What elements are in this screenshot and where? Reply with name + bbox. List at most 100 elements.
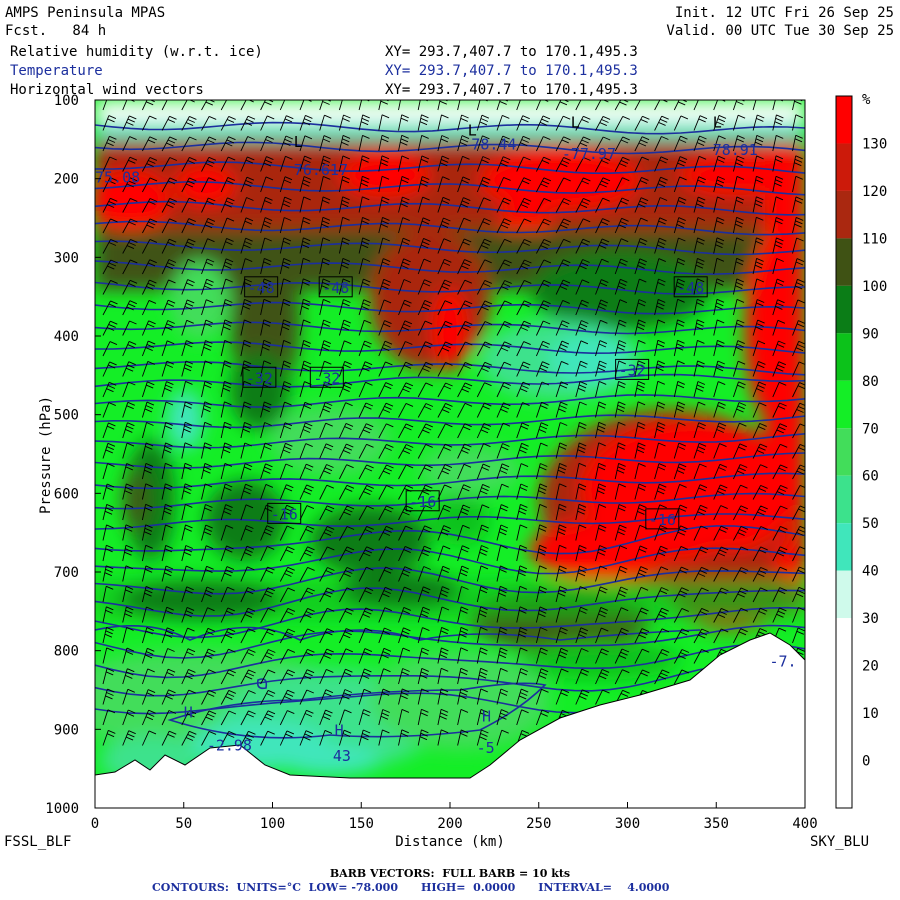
wind-barb xyxy=(437,565,450,582)
wind-barb xyxy=(516,100,521,111)
wind-barb xyxy=(279,525,295,541)
wind-barb xyxy=(713,237,725,254)
wind-barb xyxy=(319,135,332,152)
wind-barb xyxy=(220,669,236,685)
isotherm xyxy=(95,301,805,315)
wind-barb xyxy=(181,648,196,664)
wind-barb xyxy=(555,709,570,726)
wind-barb xyxy=(161,320,175,336)
wind-barb xyxy=(673,237,686,254)
wind-barb xyxy=(279,339,291,357)
wind-barb xyxy=(595,177,611,193)
wind-barb xyxy=(595,238,610,254)
wind-barb xyxy=(476,382,492,398)
wind-barb xyxy=(496,626,508,644)
high-marker: H xyxy=(482,707,491,725)
wind-barb xyxy=(496,341,512,357)
wind-barb xyxy=(555,381,569,398)
wind-barb xyxy=(555,156,571,172)
wind-barb xyxy=(102,218,118,234)
wind-barb xyxy=(299,422,313,439)
wind-barb xyxy=(732,484,748,500)
wind-barb xyxy=(457,155,470,172)
wind-barb xyxy=(792,237,804,254)
wind-barb xyxy=(733,587,749,603)
isotherm xyxy=(95,281,805,295)
wind-barb xyxy=(102,688,115,705)
wind-barb xyxy=(378,100,389,111)
wind-barb xyxy=(279,298,291,316)
x-tick-label: 50 xyxy=(175,816,192,832)
wind-barb xyxy=(417,258,432,275)
wind-barb xyxy=(673,176,687,193)
wind-barb xyxy=(240,628,256,644)
wind-barb xyxy=(398,647,411,664)
wind-barb xyxy=(378,647,392,664)
wind-barb xyxy=(732,360,746,377)
wind-barb xyxy=(457,545,470,562)
wind-barb xyxy=(595,115,611,131)
wind-barb xyxy=(752,422,767,439)
wind-barb xyxy=(181,730,197,746)
wind-barb xyxy=(358,627,373,644)
terrain-outline xyxy=(95,632,805,779)
wind-barb xyxy=(260,339,271,357)
wind-barb xyxy=(141,299,157,316)
wind-barb xyxy=(575,381,588,398)
wind-barb xyxy=(535,115,551,131)
wind-barb xyxy=(161,197,177,213)
wind-barb xyxy=(417,566,431,582)
wind-barb xyxy=(378,443,394,459)
wind-barb xyxy=(102,422,116,439)
wind-barb xyxy=(476,463,491,480)
wind-barb xyxy=(398,155,410,172)
wind-barb xyxy=(398,708,410,726)
isotherm xyxy=(95,433,805,449)
wind-barb xyxy=(673,607,689,623)
wind-barb xyxy=(772,546,788,562)
wind-barb xyxy=(772,155,784,172)
wind-barb xyxy=(457,176,471,193)
wind-barb xyxy=(338,648,353,664)
wind-barb xyxy=(142,177,158,193)
wind-barb xyxy=(141,483,153,500)
wind-barb xyxy=(181,115,197,131)
wind-barb xyxy=(595,340,608,357)
wind-barb xyxy=(614,442,626,459)
wind-barb xyxy=(496,483,509,500)
wind-barb xyxy=(752,319,765,336)
wind-barb xyxy=(555,198,571,213)
wind-barb xyxy=(220,483,233,500)
temperature-label: 76.617 xyxy=(294,161,348,179)
temperature-label-box xyxy=(615,358,650,380)
wind-barb xyxy=(220,115,236,131)
terrain xyxy=(95,745,470,808)
isotherm xyxy=(95,341,805,355)
wind-barb xyxy=(260,360,272,377)
wind-barb xyxy=(161,462,173,480)
wind-barb xyxy=(417,237,431,254)
wind-barb xyxy=(398,196,410,213)
wind-barb xyxy=(378,114,390,131)
wind-barb xyxy=(181,136,197,152)
wind-barb xyxy=(437,504,452,521)
wind-barb xyxy=(122,709,136,726)
wind-barb xyxy=(358,114,370,131)
wind-barb xyxy=(457,647,468,664)
wind-barb xyxy=(398,134,409,152)
wind-barb xyxy=(496,361,512,377)
wind-barb xyxy=(338,668,353,685)
wind-barb xyxy=(437,155,450,172)
wind-barb xyxy=(437,647,449,664)
wind-barb xyxy=(161,381,174,398)
wind-barb xyxy=(220,462,233,480)
wind-barb xyxy=(358,319,372,336)
y-tick-label: 700 xyxy=(54,565,79,581)
wind-barb xyxy=(595,299,608,316)
wind-barb xyxy=(201,197,216,213)
wind-barb xyxy=(141,259,157,275)
wind-barb xyxy=(516,524,528,541)
wind-barb xyxy=(673,628,690,644)
wind-barb xyxy=(240,504,254,521)
wind-barb xyxy=(319,175,331,193)
